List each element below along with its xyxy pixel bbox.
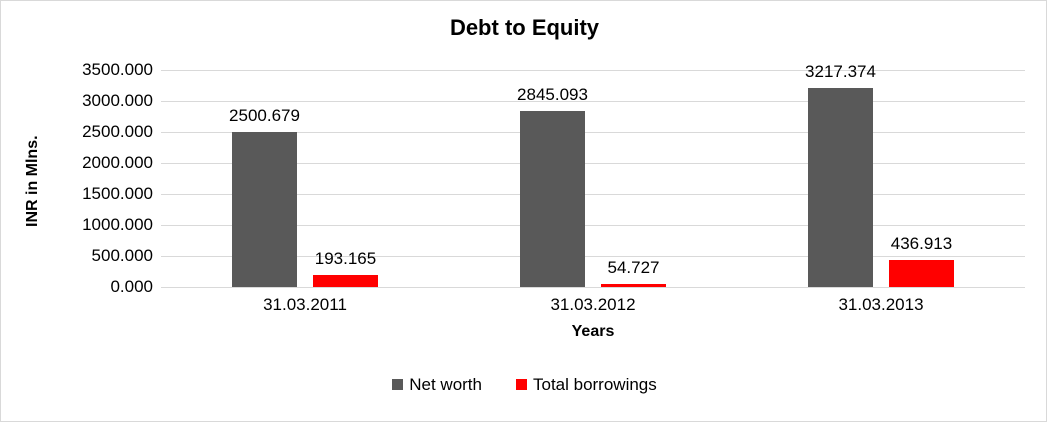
bar-net-worth-31.03.2013[interactable] — [808, 87, 873, 287]
gridline — [161, 287, 1025, 288]
y-axis-tick-label: 2500.000 — [82, 122, 153, 141]
data-label-total-borrowings-31.03.2013: 436.913 — [890, 233, 953, 253]
x-axis-tick-label-31.03.2011: 31.03.2011 — [263, 295, 347, 314]
legend-item-total-borrowings[interactable]: Total borrowings — [515, 375, 657, 394]
legend-color-swatch-icon — [392, 379, 404, 390]
bar-total-borrowings-31.03.2013[interactable] — [889, 259, 954, 287]
bar-total-borrowings-31.03.2012[interactable] — [601, 283, 666, 287]
bar-net-worth-31.03.2012[interactable] — [520, 110, 585, 287]
gridline — [161, 70, 1025, 71]
legend-color-swatch-icon — [515, 379, 527, 390]
legend-item-label: Net worth — [409, 375, 482, 394]
bar-total-borrowings-31.03.2011[interactable] — [313, 275, 378, 287]
y-axis-tick-labels: 3500.000 3000.000 2500.000 2000.000 1500.000… — [29, 61, 189, 295]
legend-item-net-worth[interactable]: Net worth — [392, 376, 482, 393]
bar-net-worth-31.03.2011[interactable] — [232, 131, 297, 287]
x-axis-tick-label-31.03.2012: 31.03.2012 — [550, 295, 636, 314]
y-axis-tick-label: 1000.000 — [82, 215, 153, 234]
gridline — [161, 194, 1025, 195]
data-label-total-borrowings-31.03.2012: 54.727 — [607, 257, 660, 277]
x-axis-tick-label-31.03.2013: 31.03.2013 — [838, 295, 924, 314]
data-label-total-borrowings-31.03.2011: 193.165 — [314, 249, 377, 269]
gridline — [161, 132, 1025, 133]
gridline — [161, 225, 1025, 226]
gridline — [161, 256, 1025, 257]
plot-area: 2500.679 193.165 2845.093 54.727 3217.374 436… — [161, 63, 1025, 288]
chart-legend: Net worth Total borrowings — [1, 375, 1046, 394]
y-axis-tick-label: 2000.000 — [82, 153, 153, 172]
y-axis-tick-label: 3000.000 — [82, 91, 153, 110]
data-label-net-worth-31.03.2011: 2500.679 — [229, 105, 300, 125]
gridline — [161, 163, 1025, 164]
data-label-net-worth-31.03.2013: 3217.374 — [805, 61, 876, 81]
y-axis-tick-label: 500.000 — [91, 246, 153, 265]
x-axis-title: Years — [571, 323, 615, 340]
y-axis-tick-label: 1500.000 — [82, 184, 153, 203]
gridline — [161, 101, 1025, 102]
y-axis-tick-label: 0.000 — [110, 277, 153, 296]
legend-item-label: Total borrowings — [532, 375, 657, 394]
chart-title: Debt to Equity — [449, 15, 600, 40]
y-axis-tick-label: 3500.000 — [82, 60, 153, 79]
data-label-net-worth-31.03.2012: 2845.093 — [517, 84, 588, 104]
